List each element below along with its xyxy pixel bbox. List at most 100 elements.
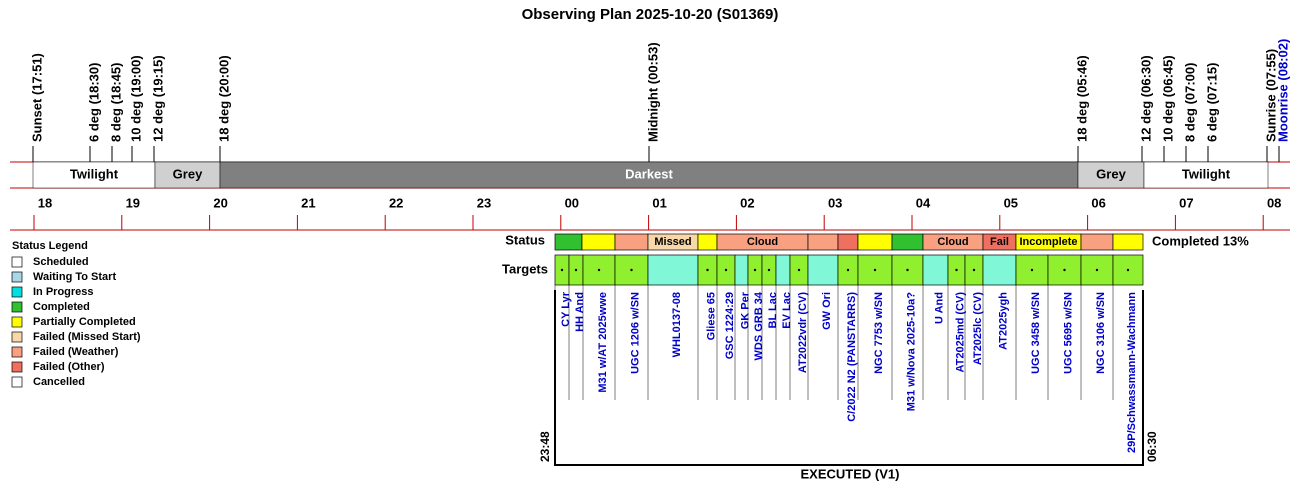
event-label: 18 deg (05:46) (1074, 55, 1089, 142)
target-dot (724, 268, 728, 272)
target-name: AT2025ygh (997, 292, 1009, 350)
hour-label: 03 (828, 195, 842, 210)
hour-label: 08 (1267, 195, 1281, 210)
title: Observing Plan 2025-10-20 (S01369) (522, 6, 779, 23)
target-cell (807, 254, 839, 286)
legend-item: Scheduled (33, 256, 89, 268)
start-time: 23:48 (538, 431, 552, 462)
event-label: 12 deg (06:30) (1138, 55, 1153, 142)
hour-label: 22 (389, 195, 403, 210)
legend-swatch (11, 346, 23, 358)
target-name: UGC 5695 w/SN (1062, 292, 1074, 374)
target-dot (972, 268, 976, 272)
event-label: 8 deg (18:45) (108, 63, 123, 142)
status-cell (554, 233, 583, 251)
band-label: Twilight (1182, 166, 1231, 181)
status-text: Cloud (747, 236, 778, 248)
target-cell (922, 254, 949, 286)
event-label: 8 deg (07:00) (1182, 63, 1197, 142)
target-dot (873, 268, 877, 272)
target-dot (797, 268, 801, 272)
target-name: BL Lac (767, 292, 779, 328)
band-label: Darkest (625, 166, 673, 181)
hour-label: 06 (1091, 195, 1105, 210)
band (1143, 161, 1269, 189)
status-text: Fail (990, 236, 1009, 248)
target-name: WHL0137-08 (671, 292, 683, 357)
target-name: AT2022vdr (CV) (797, 292, 809, 373)
target-name: WDS GRB 34 (753, 291, 765, 360)
event-label: 6 deg (07:15) (1204, 63, 1219, 142)
target-name: GK Per (739, 291, 751, 329)
legend-item: In Progress (33, 286, 94, 298)
target-cell (775, 254, 791, 286)
event-label: 10 deg (06:45) (1160, 55, 1175, 142)
target-name: CY Lyr (560, 291, 572, 327)
footer: EXECUTED (V1) (801, 466, 900, 481)
targets-label: Targets (502, 261, 548, 276)
event-label: 10 deg (19:00) (128, 55, 143, 142)
event-label: Midnight (00:53) (645, 42, 660, 142)
status-cell (857, 233, 893, 251)
target-name: 29P/Schwassmann-Wachmann (1126, 292, 1138, 453)
target-name: AT2025lc (CV) (972, 292, 984, 365)
legend-item: Failed (Weather) (33, 346, 119, 358)
status-text: Cloud (937, 236, 968, 248)
end-time: 06:30 (1145, 431, 1159, 462)
hour-label: 04 (916, 195, 931, 210)
status-cell (581, 233, 616, 251)
hour-label: 20 (213, 195, 227, 210)
event-label: Sunset (17:51) (29, 53, 44, 142)
status-cell (891, 233, 924, 251)
event-label: Moonrise (08:02) (1275, 39, 1290, 142)
target-name: NGC 7753 w/SN (873, 292, 885, 374)
target-dot (1126, 268, 1130, 272)
hour-label: 21 (301, 195, 315, 210)
target-name: UGC 3458 w/SN (1030, 292, 1042, 374)
target-dot (1063, 268, 1066, 272)
hour-label: 00 (565, 195, 579, 210)
legend-swatch (11, 376, 23, 388)
status-cell (837, 233, 859, 251)
legend-item: Failed (Other) (33, 361, 105, 373)
target-dot (630, 268, 633, 272)
status-cell (1080, 233, 1114, 251)
legend-swatch (11, 301, 23, 313)
band (32, 161, 156, 189)
status-text: Incomplete (1019, 236, 1077, 248)
status-summary: Completed 13% (1152, 233, 1249, 248)
target-dot (706, 268, 709, 272)
legend-item: Partially Completed (33, 316, 136, 328)
hour-label: 07 (1179, 195, 1193, 210)
target-name: M31 w/Nova 2025-10a? (905, 292, 917, 412)
event-label: Sunrise (07:55) (1263, 49, 1278, 142)
target-cell (1047, 254, 1082, 286)
status-label: Status (505, 232, 545, 247)
event-label: 6 deg (18:30) (86, 63, 101, 142)
legend-swatch (11, 271, 23, 283)
target-name: UGC 1206 w/SN (629, 292, 641, 374)
legend-swatch (11, 331, 23, 343)
status-cell (1112, 233, 1144, 251)
target-dot (846, 268, 850, 272)
target-cell (734, 254, 749, 286)
target-name: C/2022 N2 (PANSTARRS) (846, 292, 858, 422)
target-dot (767, 268, 771, 272)
target-cell (647, 254, 699, 286)
target-dot (906, 268, 909, 272)
target-name: Gliese 65 (705, 292, 717, 340)
target-name: AT2025md (CV) (954, 292, 966, 373)
target-name: M31 w/AT 2025wwe (597, 292, 609, 393)
target-cell (982, 254, 1017, 286)
target-name: GW Ori (821, 292, 833, 330)
status-cell (614, 233, 649, 251)
legend-swatch (11, 256, 23, 268)
hour-label: 23 (477, 195, 491, 210)
band (154, 161, 221, 189)
hour-label: 18 (38, 195, 52, 210)
legend-item: Failed (Missed Start) (33, 331, 141, 343)
target-dot (753, 268, 757, 272)
event-label: 12 deg (19:15) (150, 55, 165, 142)
event-label: 18 deg (20:00) (216, 55, 231, 142)
legend-item: Completed (33, 301, 90, 313)
